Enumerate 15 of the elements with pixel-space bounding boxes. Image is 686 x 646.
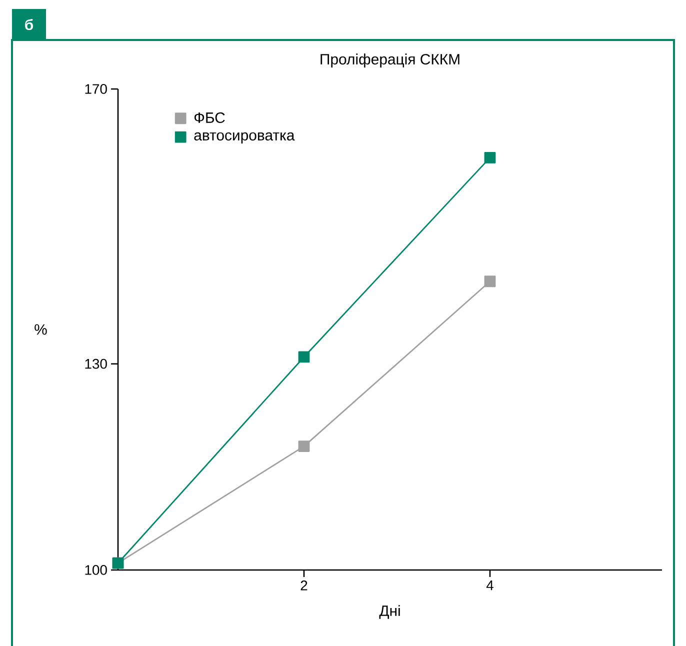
point	[484, 276, 496, 288]
y-tick-label: 130	[85, 358, 107, 369]
point	[298, 440, 310, 452]
y-axis-title: %	[34, 324, 47, 335]
text: б	[25, 18, 34, 30]
point	[298, 351, 310, 363]
x-axis-title: Дні	[379, 605, 400, 619]
y-tick-label: 100	[85, 565, 107, 575]
x-tick-label: 4	[486, 580, 494, 590]
chart-title: Проліферація СККМ	[320, 54, 460, 68]
x-tick-label: 2	[300, 580, 308, 590]
y-tick-label: 170	[85, 84, 107, 94]
legend-label: автосироватка	[194, 132, 295, 144]
point	[484, 152, 496, 164]
legend-label: ФБС	[194, 112, 225, 123]
